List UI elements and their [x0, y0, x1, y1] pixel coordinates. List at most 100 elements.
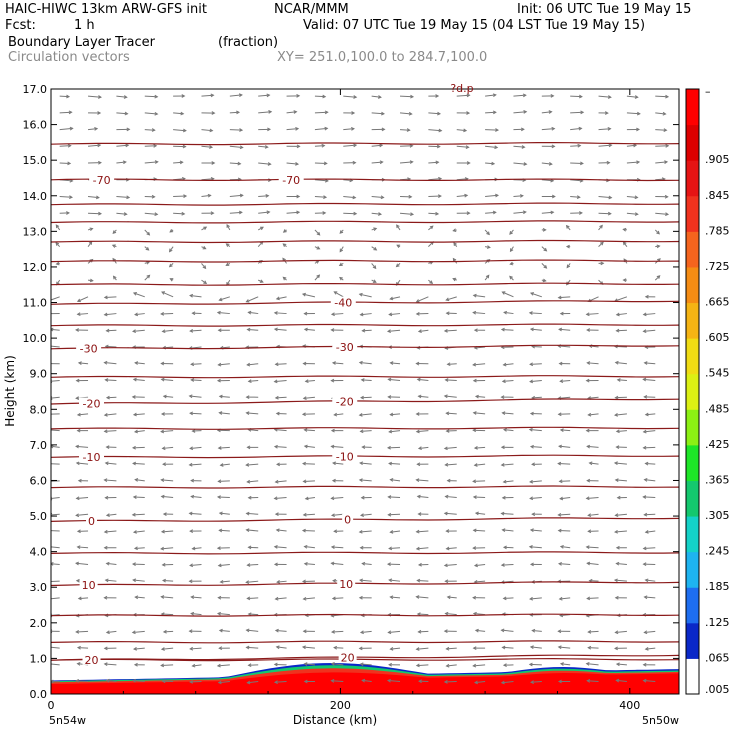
wind-vector: [190, 446, 202, 450]
field-units: (fraction): [218, 35, 279, 50]
wind-vector-head: [76, 529, 81, 534]
wind-vector-head: [190, 362, 195, 367]
wind-vector-head: [587, 513, 592, 518]
wind-vector: [446, 412, 457, 415]
forecast-label: Fcst:: [5, 18, 36, 33]
wind-vector: [655, 129, 667, 131]
wind-vector-head: [303, 561, 308, 566]
wind-vector-head: [586, 596, 591, 601]
wind-vector: [144, 229, 150, 236]
wind-vector-head: [218, 297, 223, 302]
wind-vector-head: [218, 511, 223, 516]
colorbar-frame: [685, 88, 700, 695]
wind-vector-head: [339, 276, 343, 281]
wind-vector-head: [472, 428, 477, 433]
wind-vector: [78, 597, 89, 600]
wind-vector-head: [361, 561, 366, 566]
wind-vector: [51, 663, 60, 666]
wind-vector-head: [217, 362, 222, 367]
wind-vector-head: [216, 611, 221, 616]
wind-vector-head: [125, 143, 130, 148]
wind-vector: [332, 630, 344, 633]
wind-vector: [201, 129, 213, 132]
colorbar-label: .905: [705, 153, 730, 166]
wind-vector-head: [134, 312, 139, 317]
wind-vector-head: [615, 328, 620, 333]
wind-vector: [399, 161, 413, 164]
wind-vector: [643, 430, 656, 433]
wind-vector: [645, 530, 656, 533]
wind-vector: [247, 597, 259, 599]
wind-vector-head: [160, 478, 165, 482]
wind-vector: [201, 178, 214, 181]
wind-vector: [588, 396, 599, 399]
wind-vector: [303, 480, 315, 482]
wind-vector: [135, 362, 145, 365]
forecast-hour: 1 h: [74, 18, 95, 33]
wind-vector-head: [616, 495, 621, 500]
wind-vector: [644, 362, 656, 365]
wind-vector-head: [131, 395, 136, 399]
wind-vector: [359, 530, 372, 533]
wind-vector-head: [614, 395, 619, 400]
wind-vector-head: [331, 361, 336, 365]
wind-vector-head: [238, 93, 243, 98]
wind-vector-head: [529, 292, 535, 296]
wind-vector-head: [303, 662, 308, 666]
wind-vector: [276, 296, 287, 300]
wind-vector-head: [274, 395, 279, 400]
wind-vector-head: [435, 94, 440, 98]
wind-vector-head: [218, 394, 223, 399]
wind-vector-head: [103, 478, 108, 482]
wind-vector: [586, 497, 599, 499]
wind-vector-head: [642, 546, 647, 551]
wind-vector: [503, 597, 514, 599]
wind-vector-head: [464, 193, 469, 198]
wind-vector-head: [409, 144, 414, 148]
wind-vector: [191, 379, 202, 381]
isotherm-contours: 20 20 10 10 0 0 -10 -10 -20 -20 -30 -30 -40 -70 -70: [51, 142, 679, 667]
wind-vector: [246, 412, 259, 415]
wind-vector: [275, 363, 287, 365]
wind-vector-head: [435, 211, 440, 216]
wind-vector: [615, 362, 627, 365]
wind-vector-head: [615, 545, 620, 550]
wind-vector-head: [188, 394, 193, 399]
wind-vector-head: [408, 194, 413, 199]
wind-vector: [390, 362, 401, 365]
wind-vector: [77, 296, 89, 302]
wind-vector: [502, 646, 514, 649]
wind-vector-head: [103, 413, 108, 417]
wind-vector: [78, 362, 89, 365]
wind-vector-head: [131, 678, 136, 683]
wind-vector: [560, 663, 571, 666]
wind-vector: [399, 145, 413, 147]
wind-vector-head: [472, 479, 477, 484]
wind-vector-head: [386, 562, 391, 567]
wind-vector: [643, 329, 656, 332]
wind-vector-head: [330, 662, 335, 666]
wind-vector: [314, 274, 320, 281]
wind-vector-head: [75, 578, 80, 583]
wind-vector: [428, 212, 439, 215]
wind-vector-head: [324, 178, 329, 183]
wind-vector-head: [472, 293, 477, 298]
wind-vector: [59, 111, 72, 114]
wind-vector-head: [415, 595, 420, 599]
wind-vector-head: [551, 126, 556, 131]
wind-vector-head: [415, 647, 420, 651]
isotherm-line: [51, 654, 679, 661]
wind-vector-head: [191, 546, 196, 551]
wind-vector-head: [415, 311, 420, 316]
wind-vector-head: [551, 144, 556, 149]
wind-vector: [388, 378, 401, 381]
wind-vector-head: [134, 478, 139, 482]
wind-vector-head: [330, 513, 335, 518]
wind-vector: [162, 329, 174, 332]
wind-vector-head: [452, 228, 457, 233]
wind-vector-head: [443, 394, 448, 399]
wind-vector: [276, 646, 287, 649]
wind-vector: [560, 546, 571, 549]
wind-vector: [274, 312, 287, 315]
wind-vector-head: [103, 646, 108, 651]
